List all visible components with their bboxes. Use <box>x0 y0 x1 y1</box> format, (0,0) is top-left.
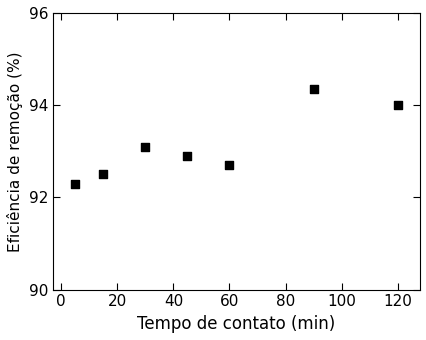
Point <box>393 102 400 108</box>
Point <box>309 86 316 92</box>
Point <box>184 153 190 159</box>
Point <box>225 163 232 168</box>
Point <box>100 172 106 177</box>
Y-axis label: Eficiência de remoção (%): Eficiência de remoção (%) <box>7 51 23 252</box>
Point <box>141 144 148 149</box>
Point <box>72 181 78 186</box>
X-axis label: Tempo de contato (min): Tempo de contato (min) <box>137 315 335 333</box>
